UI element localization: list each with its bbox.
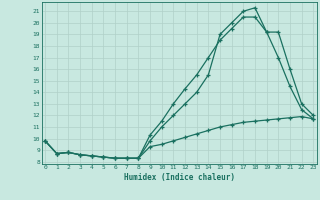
X-axis label: Humidex (Indice chaleur): Humidex (Indice chaleur) (124, 173, 235, 182)
